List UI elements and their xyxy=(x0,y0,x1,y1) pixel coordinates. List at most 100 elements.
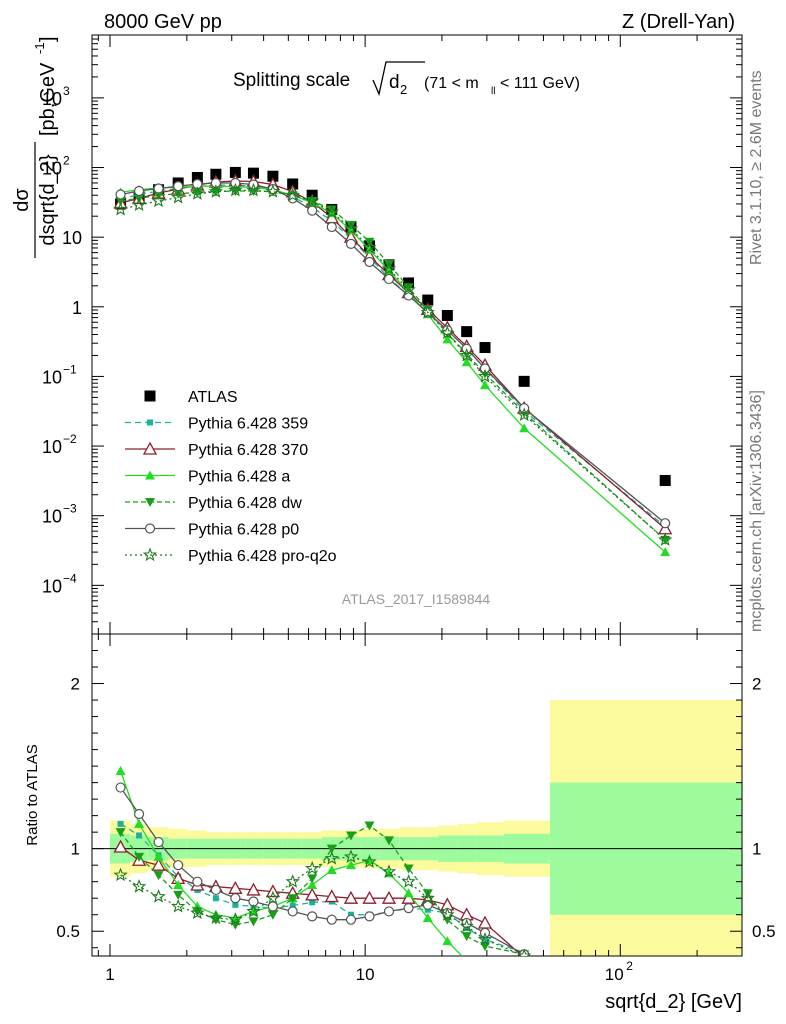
point-atlas xyxy=(247,167,259,179)
ylabel-den: dsqrt{d_2} xyxy=(37,154,59,246)
legend-label-pp0: Pythia 6.428 p0 xyxy=(188,522,299,539)
ratio-point-pdw xyxy=(115,828,126,838)
y-tick-label-0: 10 xyxy=(42,576,62,596)
ratio-point-p370 xyxy=(477,915,493,929)
ratio-point-p359 xyxy=(482,936,489,943)
legend-entry-pdw: Pythia 6.428 dw xyxy=(125,495,302,512)
point-pp0 xyxy=(173,181,184,192)
ratio-point-pdw xyxy=(326,844,337,854)
point-pdw xyxy=(248,187,259,197)
y-tick-label-1: 10 xyxy=(42,507,62,527)
ratio-point-pa xyxy=(403,888,414,898)
ratio-point-pq2o xyxy=(459,918,474,933)
ratio-point-pq2o xyxy=(477,931,493,946)
ratio-point-pdw xyxy=(345,831,356,841)
ylabel-top: dσ dsqrt{d_2} [pb,GeV -1 ] xyxy=(11,36,59,258)
ratio-point-pq2o xyxy=(362,854,377,868)
ratio-point-p370 xyxy=(362,890,377,904)
ratio-point-p359 xyxy=(289,902,296,909)
ratio-point-pp0 xyxy=(461,917,472,929)
legend-marker-pa xyxy=(145,470,155,480)
legend-entry-pp0: Pythia 6.428 p0 xyxy=(125,522,299,539)
ratio-point-pq2o xyxy=(228,912,243,926)
point-pdw xyxy=(383,260,394,270)
ratio-series xyxy=(113,766,532,981)
ratio-tick-label-left-1: 1 xyxy=(71,840,80,859)
top-series-pdw xyxy=(115,187,671,545)
point-pa xyxy=(660,547,671,557)
ratio-point-p370 xyxy=(324,889,339,903)
ratio-point-pa xyxy=(442,936,453,946)
ratio-point-p359 xyxy=(309,899,316,906)
point-pq2o xyxy=(246,182,261,197)
point-pa xyxy=(461,357,472,367)
point-atlas xyxy=(659,475,671,487)
header-left: 8000 GeV pp xyxy=(104,11,222,33)
ratio-point-pdw xyxy=(461,932,472,942)
ratio-point-pq2o xyxy=(131,879,147,893)
top-series-pq2o xyxy=(113,182,673,546)
ratio-point-pdw xyxy=(364,821,375,831)
legend-entry-pq2o: Pythia 6.428 pro-q2o xyxy=(125,547,337,565)
ratio-point-pdw xyxy=(230,920,241,930)
ratio-point-pq2o xyxy=(208,910,224,925)
point-pp0 xyxy=(307,205,318,216)
point-pq2o xyxy=(459,348,474,362)
legend-label-pq2o: Pythia 6.428 pro-q2o xyxy=(188,548,337,565)
ratio-point-pq2o xyxy=(305,861,320,875)
ratio-point-p370 xyxy=(343,890,359,904)
ratio-point-pa xyxy=(480,972,490,981)
ratio-point-pq2o xyxy=(381,864,397,878)
ratio-point-pdw xyxy=(267,910,278,920)
point-pq2o xyxy=(285,187,300,202)
ratio-point-pa xyxy=(383,868,394,878)
ratio-point-pp0 xyxy=(326,914,337,925)
ylabel-ratio: Ratio to ATLAS xyxy=(24,744,41,845)
series-line-pdw xyxy=(120,190,666,541)
point-pa xyxy=(442,334,453,344)
ratio-point-pp0 xyxy=(230,893,241,904)
x-tick-label-2: 10 xyxy=(605,965,624,984)
point-pq2o xyxy=(477,368,493,383)
rivet-label: Rivet 3.1.10, ≥ 2.6M events xyxy=(748,70,765,265)
series-line-pa xyxy=(120,185,666,553)
point-pq2o xyxy=(190,186,205,200)
ratio-point-pa xyxy=(326,865,337,875)
ratio-point-pp0 xyxy=(153,836,164,848)
point-pdw xyxy=(173,189,184,199)
ratio-point-pp0 xyxy=(287,906,298,917)
ratio-point-p370 xyxy=(305,887,320,901)
ratio-point-pp0 xyxy=(383,906,395,917)
point-pq2o xyxy=(113,201,128,216)
legend-marker-pdw xyxy=(145,498,155,507)
point-pq2o xyxy=(265,184,281,198)
title-main: Splitting scale xyxy=(233,70,350,91)
legend-label-pa: Pythia 6.428 a xyxy=(188,469,290,486)
ratio-point-pp0 xyxy=(210,884,221,896)
legend-label-atlas: ATLAS xyxy=(188,389,238,406)
point-pa xyxy=(383,265,394,275)
ratio-point-p359 xyxy=(117,820,124,827)
ratio-point-pa xyxy=(173,879,184,889)
point-pp0 xyxy=(383,273,395,285)
ylabel-unit-exp: -1 xyxy=(32,42,47,54)
ratio-tick-label-right-0: 0.5 xyxy=(752,922,776,941)
point-pp0 xyxy=(364,256,375,268)
ylabel-unit-end: ] xyxy=(37,36,59,42)
point-pq2o xyxy=(362,239,377,254)
ylabel-unit: [pb,GeV xyxy=(37,62,59,136)
point-pq2o xyxy=(420,304,435,319)
legend-entry-pa: Pythia 6.428 a xyxy=(125,469,290,486)
point-pp0 xyxy=(326,221,337,233)
title-var-sub: 2 xyxy=(400,82,407,97)
point-atlas xyxy=(518,375,530,387)
ratio-point-p370 xyxy=(381,890,397,904)
ratio-point-pdw xyxy=(403,864,414,874)
legend: ATLAS Pythia 6.428 359 Pythia 6.428 370 Pyt… xyxy=(125,389,337,565)
ratio-tick-label-right-1: 1 xyxy=(752,840,761,859)
ylabel-num: dσ xyxy=(11,188,33,212)
y-tick-exp-6: 2 xyxy=(63,154,70,168)
ratio-point-pq2o xyxy=(113,867,128,882)
series-line-pp0 xyxy=(120,182,666,524)
